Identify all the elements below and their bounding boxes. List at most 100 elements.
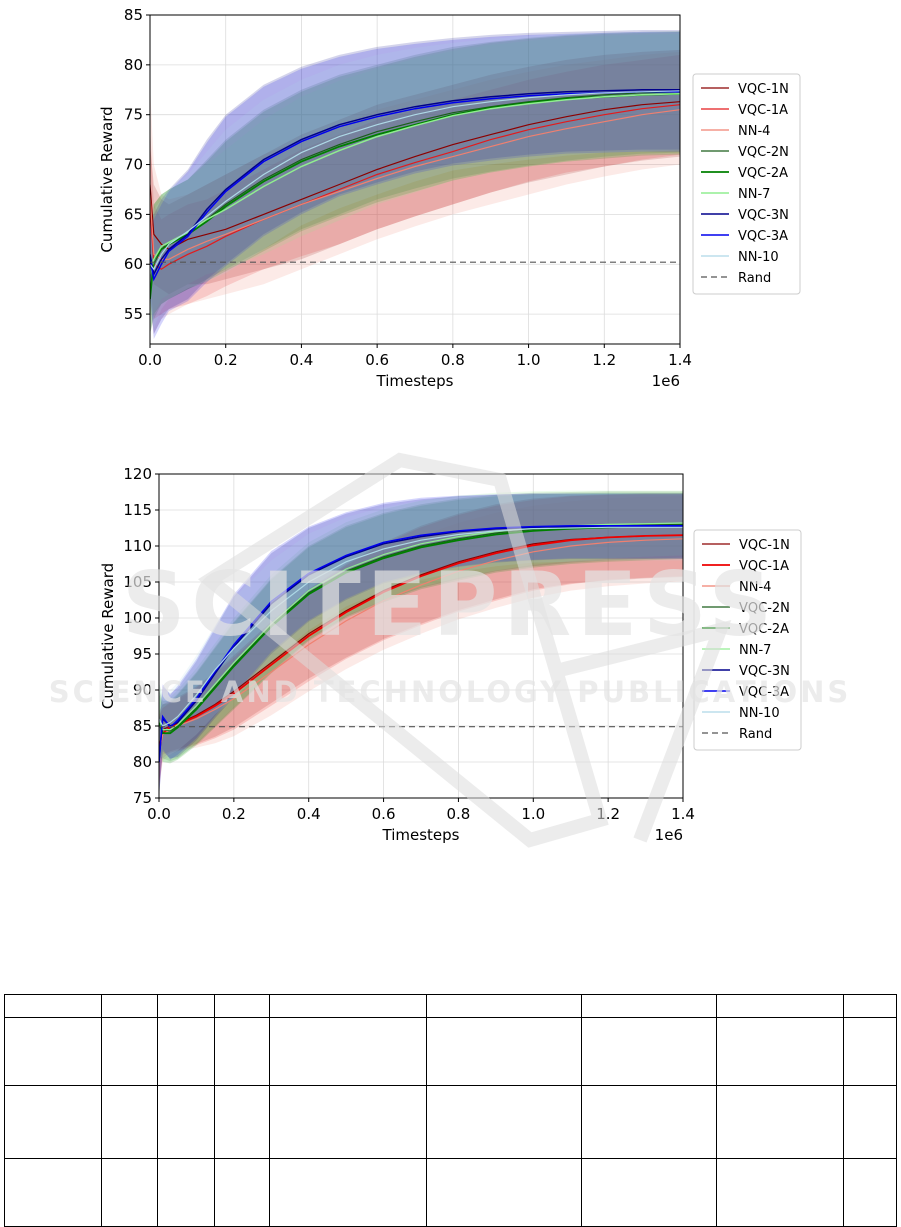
band-vqc-3n: [159, 494, 683, 798]
y-tick-label: 60: [124, 255, 143, 273]
table-cell: [716, 1158, 844, 1227]
y-tick-label: 65: [124, 205, 143, 223]
watermark-title: SCITEPRESS: [122, 553, 778, 656]
table-row: [4, 1158, 897, 1227]
y-tick-label: 80: [133, 753, 152, 771]
legend-label: VQC-3N: [739, 664, 790, 679]
table-cell: [157, 1158, 215, 1227]
x-tick-label: 0.2: [214, 351, 238, 369]
y-tick-label: 120: [123, 465, 152, 483]
series-line-nn-4: [150, 109, 680, 260]
table-cell: [157, 994, 215, 1018]
y-axis-label: Cumulative Reward: [99, 563, 117, 709]
band-vqc-1n: [150, 49, 680, 295]
legend-label: VQC-2N: [739, 601, 790, 616]
band-vqc-1a: [159, 494, 683, 788]
table-cell: [426, 994, 582, 1018]
y-tick-label: 115: [123, 501, 152, 519]
table-cell: [214, 1085, 270, 1159]
x-tick-label: 1.0: [521, 805, 545, 823]
legend-label: VQC-1N: [738, 82, 789, 97]
series-line-vqc-3a: [159, 525, 683, 763]
table-cell: [214, 994, 270, 1018]
table-cell: [716, 994, 844, 1018]
band-nn-7: [159, 490, 683, 762]
plot-area: [150, 30, 680, 340]
legend-label: NN-7: [739, 643, 771, 658]
legend-label: Rand: [738, 271, 771, 286]
x-tick-label: 1.2: [592, 351, 616, 369]
x-tick-label: 0.8: [446, 805, 470, 823]
x-tick-label: 0.6: [365, 351, 389, 369]
band-vqc-1n: [159, 493, 683, 784]
table-cell: [843, 1085, 897, 1159]
table-cell: [4, 1158, 102, 1227]
x-tick-label: 0.4: [289, 351, 313, 369]
table-cell: [101, 1158, 158, 1227]
chart-top: 0.0 0.2 0.4 0.6 0.8 1.0 1.2 1.4 55 60 65 70 75 80 85 Ti…: [98, 6, 801, 390]
table-cell: [269, 1158, 427, 1227]
legend-label: VQC-2A: [739, 622, 789, 637]
series-line-nn-10: [150, 90, 680, 271]
plot-area: [159, 490, 683, 798]
series-line-vqc-1a: [150, 104, 680, 270]
series-line-nn-7: [150, 93, 680, 275]
series-line-vqc-3n: [150, 89, 680, 277]
band-vqc-3n: [150, 30, 680, 334]
x-tick-label: 1.0: [517, 351, 541, 369]
table-cell: [4, 994, 102, 1018]
table-cell: [101, 1085, 158, 1159]
table-cell: [426, 1017, 582, 1086]
table-cell: [101, 994, 158, 1018]
band-nn-4: [159, 496, 683, 791]
table-cell: [843, 994, 897, 1018]
band-vqc-3a: [150, 31, 680, 340]
x-tick-label: 0.6: [372, 805, 396, 823]
legend-label: VQC-3A: [738, 229, 788, 244]
series-line-vqc-2a: [159, 524, 683, 735]
legend-label: Rand: [739, 727, 772, 742]
table-row: [4, 1085, 897, 1159]
y-tick-label: 85: [133, 717, 152, 735]
band-vqc-2a: [159, 492, 683, 764]
x-axis-label: Timesteps: [382, 826, 460, 844]
band-vqc-3a: [159, 493, 683, 798]
table-cell: [157, 1017, 215, 1086]
band-vqc-2n: [159, 491, 683, 762]
table-row: [4, 1017, 897, 1086]
table-cell: [581, 1085, 717, 1159]
y-tick-label: 90: [133, 681, 152, 699]
table-cell: [426, 1085, 582, 1159]
table-cell: [4, 1017, 102, 1086]
watermark-logo: [198, 452, 732, 848]
legend-label: VQC-1A: [738, 103, 788, 118]
y-tick-label: 75: [133, 789, 152, 807]
chart-bottom: 0.0 0.2 0.4 0.6 0.8 1.0 1.2 1.47580859095100105…: [99, 465, 802, 844]
legend-label: VQC-2N: [738, 145, 789, 160]
table-cell: [269, 1017, 427, 1086]
table-cell: [426, 1158, 582, 1227]
table-cell: [214, 1017, 270, 1086]
band-nn-7: [150, 33, 680, 315]
table-cell: [581, 1158, 717, 1227]
x-tick-label: 0.0: [138, 351, 162, 369]
table-cell: [4, 1085, 102, 1159]
data-table: [4, 994, 897, 1227]
x-axis-offset: 1e6: [652, 372, 680, 390]
table-cell: [101, 1017, 158, 1086]
watermark-subtitle: SCIENCE AND TECHNOLOGY PUBLICATIONS: [49, 675, 852, 709]
y-tick-label: 85: [124, 6, 143, 24]
table-cell: [214, 1158, 270, 1227]
legend-label: VQC-3A: [739, 685, 789, 700]
legend-label: NN-4: [738, 124, 770, 139]
legend-label: NN-10: [738, 250, 779, 265]
x-axis-offset: 1e6: [655, 826, 683, 844]
table-cell: [581, 994, 717, 1018]
table-cell: [581, 1017, 717, 1086]
y-tick-label: 75: [124, 106, 143, 124]
legend-label: VQC-1A: [739, 559, 789, 574]
watermark: SCITEPRESS SCIENCE AND TECHNOLOGY PUBLIC…: [49, 452, 852, 848]
band-nn-10: [159, 494, 683, 759]
legend-label: VQC-2A: [738, 166, 788, 181]
table-cell: [157, 1085, 215, 1159]
